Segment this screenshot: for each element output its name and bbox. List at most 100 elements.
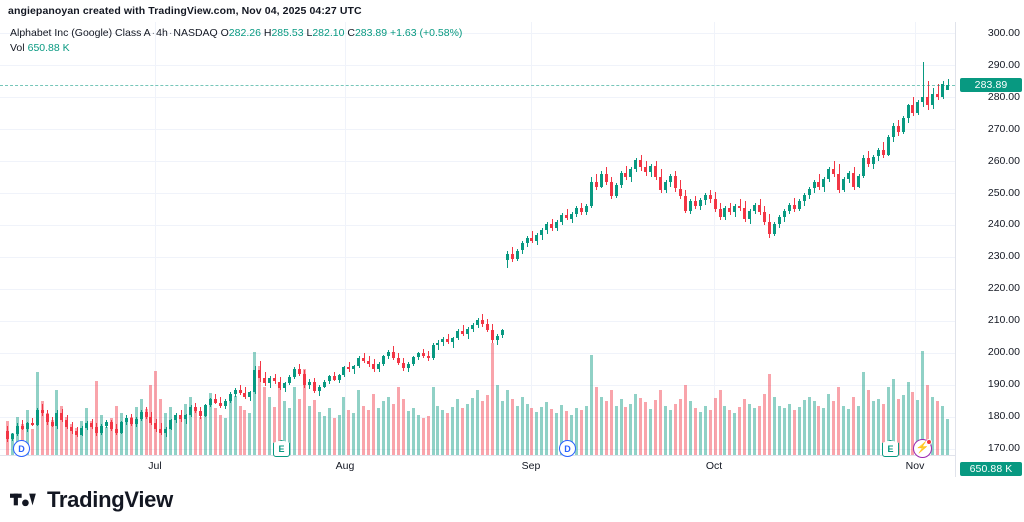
- volume-bar: [223, 417, 227, 455]
- candle-body: [411, 357, 415, 365]
- candle-wick: [819, 173, 820, 190]
- volume-bar: [347, 410, 351, 455]
- volume-bar: [198, 416, 202, 455]
- candle-body: [70, 426, 74, 432]
- price-scale[interactable]: 300.00 290.00 280.00 270.00 260.00 250.00 240.…: [955, 22, 1024, 477]
- volume-bar: [253, 352, 257, 455]
- volume-bar: [401, 399, 405, 455]
- candle-body: [688, 201, 692, 211]
- volume-bar: [461, 407, 465, 455]
- candle-wick: [928, 81, 929, 110]
- price-tick-260-00: 260.00: [987, 154, 1020, 167]
- candle-body: [238, 389, 242, 393]
- volume-bar: [90, 421, 93, 455]
- gridline-h-0: [0, 33, 955, 35]
- earnings-marker[interactable]: E: [882, 440, 899, 457]
- volume-bar: [436, 405, 440, 455]
- volume-bar: [194, 410, 197, 455]
- volume-bar: [797, 406, 801, 455]
- lightning-bolt-icon: ⚡: [915, 442, 930, 454]
- volume-bar: [614, 405, 618, 455]
- volume-bar: [634, 393, 638, 455]
- volume-bar: [203, 405, 207, 455]
- time-tick-nov: Nov: [905, 460, 925, 472]
- volume-bar: [377, 407, 380, 455]
- candle-body: [520, 242, 524, 251]
- volume-bar: [688, 401, 692, 455]
- candle-body: [579, 207, 583, 213]
- gridline-v-1: [345, 22, 346, 455]
- volume-bar: [723, 405, 727, 455]
- volume-bar: [302, 368, 306, 455]
- volume-bar: [367, 410, 371, 455]
- volume-bar: [372, 393, 376, 455]
- volume-bar: [451, 406, 455, 455]
- volume-bar: [382, 401, 385, 455]
- earnings-marker[interactable]: E: [273, 440, 290, 457]
- volume-bar: [777, 405, 781, 455]
- candle-body: [377, 363, 380, 370]
- candle-wick: [364, 352, 365, 363]
- attribution-text: angiepanoyan created with TradingView.co…: [8, 5, 362, 17]
- volume-bar: [30, 429, 34, 455]
- volume-bar: [65, 416, 69, 455]
- volume-bar: [669, 410, 672, 455]
- candle-body: [505, 254, 509, 261]
- volume-bar: [129, 416, 133, 455]
- time-scale[interactable]: Jul Aug Sep Oct Nov: [0, 455, 955, 477]
- candle-body: [837, 173, 841, 190]
- volume-bar: [337, 414, 341, 455]
- candle-body: [926, 97, 930, 106]
- volume-bar: [164, 413, 168, 455]
- time-tick-aug: Aug: [335, 460, 355, 472]
- volume-bar: [45, 413, 49, 455]
- volume-bar: [119, 413, 123, 455]
- candle-body: [936, 93, 940, 98]
- candle-body: [901, 118, 905, 133]
- candle-body: [758, 204, 761, 213]
- volume-bar: [728, 410, 732, 455]
- candle-body: [639, 159, 643, 168]
- candle-body: [401, 363, 405, 369]
- candle-body: [857, 175, 860, 187]
- volume-bar: [480, 401, 484, 455]
- volume-bar: [703, 405, 707, 455]
- volume-bar: [837, 387, 841, 455]
- volume-bar: [238, 405, 242, 455]
- volume-bar: [40, 401, 44, 455]
- candle-body: [441, 338, 445, 343]
- volume-bar: [649, 409, 653, 455]
- candle-body: [243, 393, 247, 397]
- candle-body: [223, 400, 227, 407]
- dividend-marker[interactable]: D: [13, 440, 30, 457]
- candle-body: [822, 178, 826, 187]
- candle-body: [471, 325, 475, 330]
- volume-bar: [827, 393, 831, 455]
- candle-body: [5, 430, 9, 439]
- volume-bar: [159, 399, 163, 455]
- candle-body: [683, 196, 687, 211]
- tradingview-logo[interactable]: TradingView: [10, 487, 173, 513]
- candle-body: [391, 351, 395, 358]
- volume-bar: [738, 406, 742, 455]
- candle-body: [322, 381, 326, 387]
- candle-wick: [923, 61, 924, 107]
- volume-bar: [906, 381, 910, 455]
- candle-wick: [240, 384, 241, 395]
- volume-bar: [322, 415, 326, 455]
- volume-bar: [95, 380, 98, 455]
- dividend-marker[interactable]: D: [559, 440, 576, 457]
- ai-insight-marker[interactable]: ⚡: [913, 439, 932, 458]
- candle-body: [550, 223, 554, 229]
- volume-bar: [85, 407, 89, 455]
- candle-body: [807, 188, 811, 195]
- volume-bar: [297, 399, 301, 455]
- candle-body: [456, 331, 460, 338]
- plot-area[interactable]: [0, 22, 955, 455]
- volume-bar: [124, 421, 128, 455]
- candle-body: [599, 173, 603, 187]
- candle-body: [609, 182, 613, 197]
- volume-bar: [25, 410, 29, 455]
- volume-bar: [104, 426, 108, 455]
- volume-bar: [505, 390, 509, 455]
